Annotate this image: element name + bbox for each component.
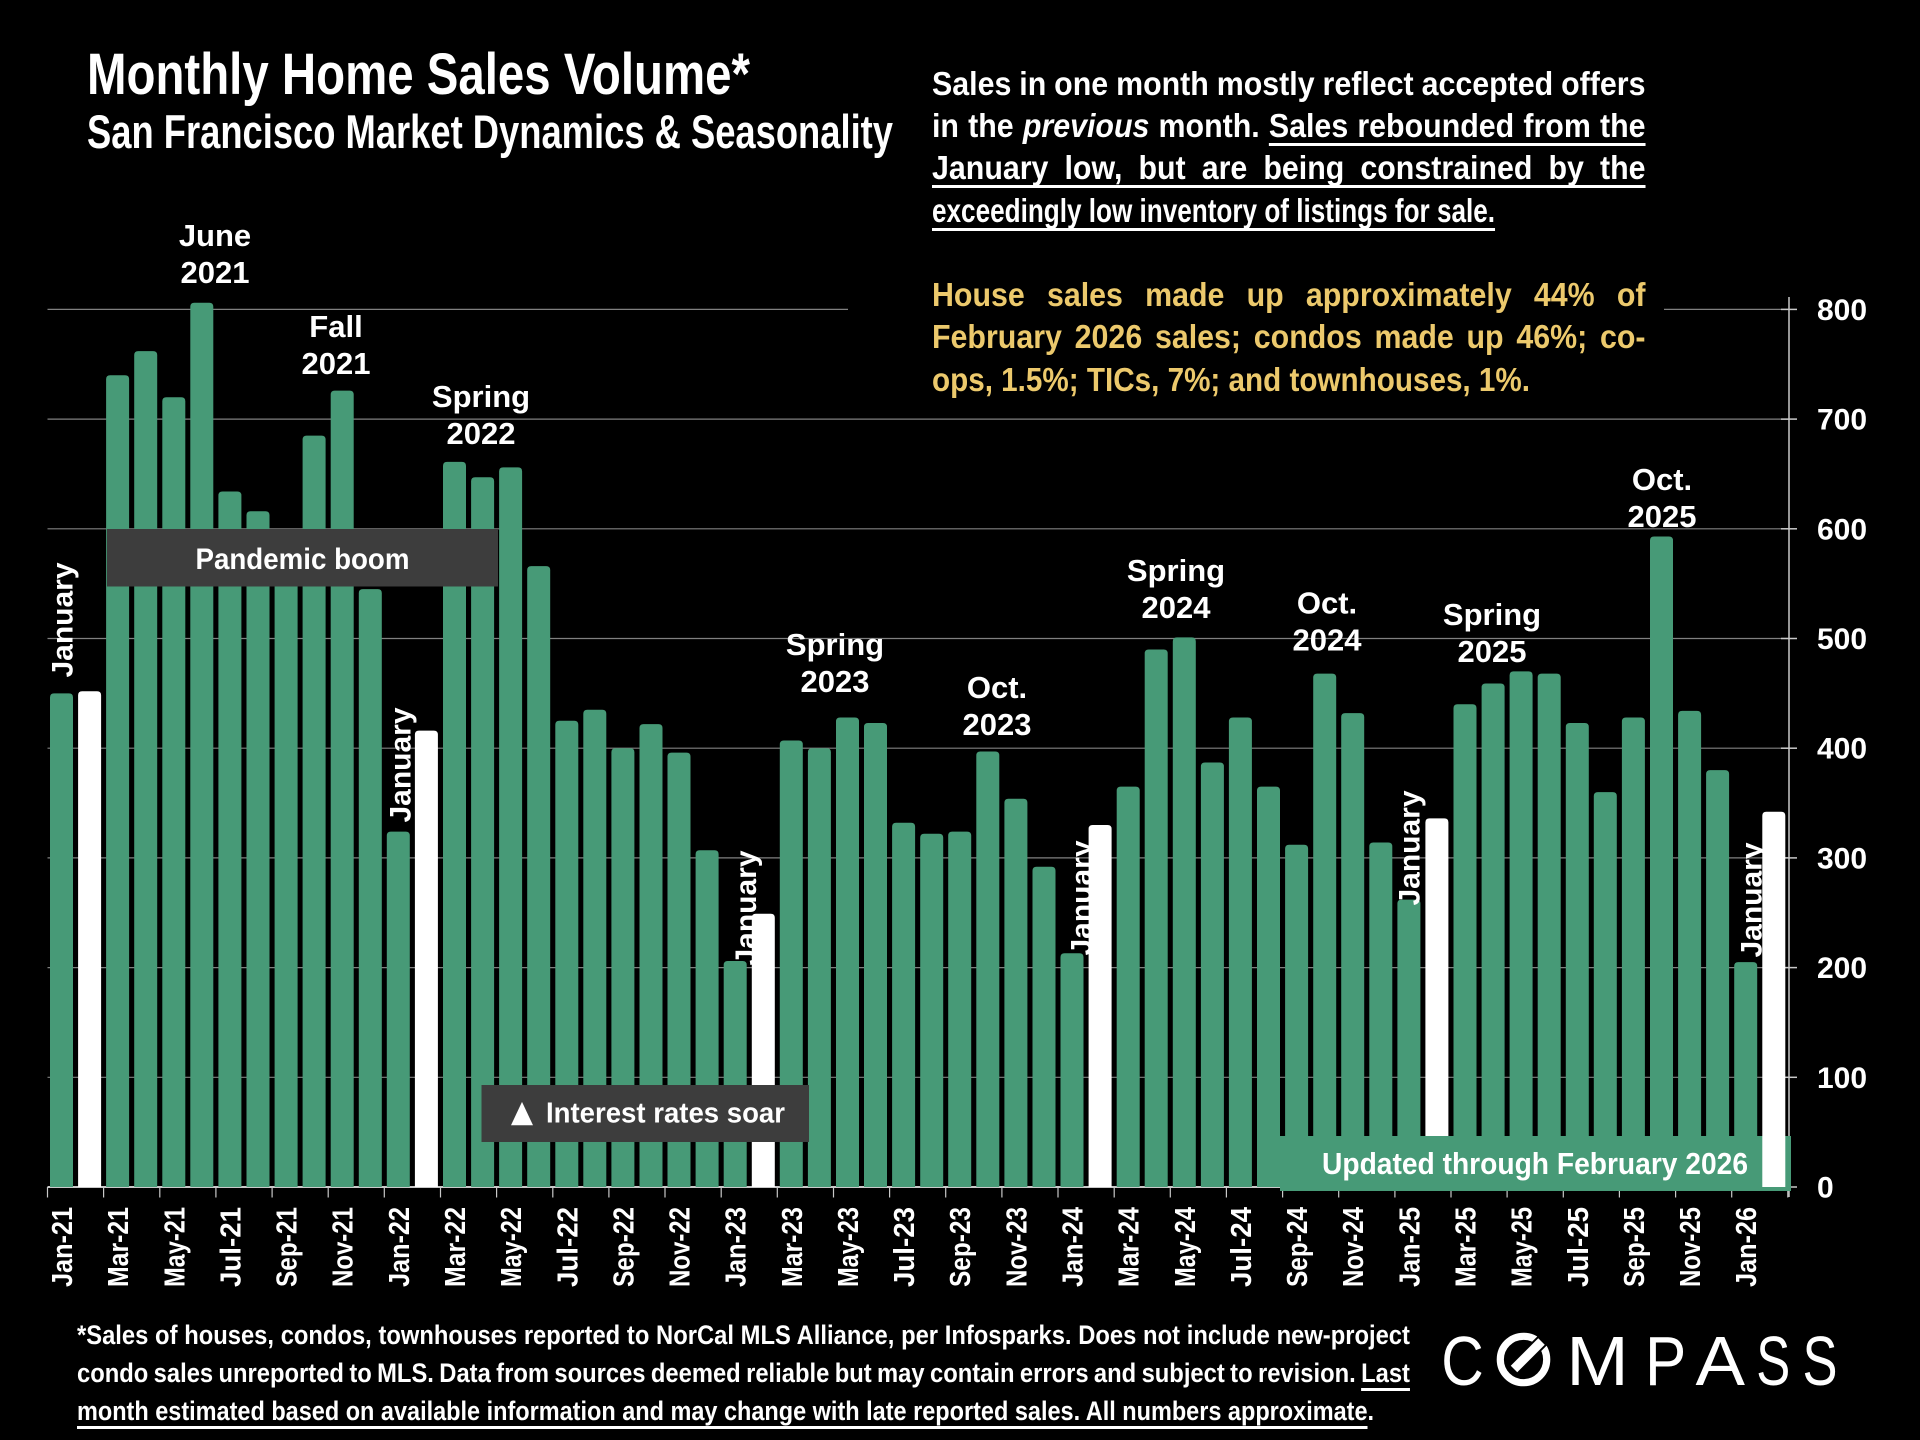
svg-text:Oct.: Oct. bbox=[1297, 586, 1357, 621]
svg-text:January: January bbox=[385, 707, 418, 822]
svg-text:2025: 2025 bbox=[1458, 634, 1527, 669]
svg-text:January: January bbox=[1066, 840, 1099, 955]
svg-text:Spring: Spring bbox=[432, 379, 530, 414]
svg-text:Fall: Fall bbox=[309, 309, 362, 344]
svg-text:P: P bbox=[1645, 1322, 1686, 1400]
svg-text:400: 400 bbox=[1817, 733, 1867, 766]
svg-text:June: June bbox=[179, 218, 251, 253]
svg-text:2022: 2022 bbox=[447, 416, 516, 451]
svg-text:Mar-24: Mar-24 bbox=[1114, 1207, 1146, 1287]
svg-text:Jul-25: Jul-25 bbox=[1563, 1207, 1595, 1287]
svg-text:Sep-24: Sep-24 bbox=[1282, 1207, 1314, 1287]
svg-text:Jan-22: Jan-22 bbox=[384, 1207, 416, 1287]
svg-text:2021: 2021 bbox=[302, 346, 371, 381]
svg-text:S: S bbox=[1756, 1322, 1790, 1400]
svg-text:Jul-21: Jul-21 bbox=[215, 1207, 247, 1287]
svg-text:S: S bbox=[1803, 1322, 1838, 1400]
svg-text:Sep-21: Sep-21 bbox=[272, 1207, 304, 1287]
svg-text:January: January bbox=[1736, 842, 1769, 957]
svg-text:0: 0 bbox=[1817, 1172, 1834, 1205]
svg-text:2023: 2023 bbox=[801, 664, 870, 699]
svg-text:Nov-24: Nov-24 bbox=[1338, 1207, 1370, 1287]
svg-text:2021: 2021 bbox=[181, 255, 250, 290]
svg-text:Sep-22: Sep-22 bbox=[608, 1207, 640, 1287]
svg-text:Spring: Spring bbox=[786, 627, 884, 662]
svg-text:Nov-23: Nov-23 bbox=[1001, 1207, 1033, 1287]
svg-text:100: 100 bbox=[1817, 1062, 1867, 1095]
svg-text:Mar-22: Mar-22 bbox=[440, 1207, 472, 1287]
svg-text:2024: 2024 bbox=[1293, 623, 1363, 658]
svg-text:600: 600 bbox=[1817, 513, 1867, 546]
svg-text:Nov-25: Nov-25 bbox=[1675, 1207, 1707, 1287]
svg-text:C: C bbox=[1441, 1322, 1484, 1400]
svg-text:Spring: Spring bbox=[1443, 597, 1541, 632]
svg-text:Sep-23: Sep-23 bbox=[945, 1207, 977, 1287]
svg-text:200: 200 bbox=[1817, 952, 1867, 985]
svg-text:Interest rates soar: Interest rates soar bbox=[546, 1098, 785, 1130]
svg-text:Jan-23: Jan-23 bbox=[721, 1207, 753, 1287]
svg-text:Jan-24: Jan-24 bbox=[1058, 1207, 1090, 1287]
svg-text:Oct.: Oct. bbox=[1632, 462, 1692, 497]
svg-text:Jan-26: Jan-26 bbox=[1731, 1207, 1763, 1287]
svg-text:Mar-25: Mar-25 bbox=[1451, 1207, 1483, 1287]
svg-text:Oct.: Oct. bbox=[967, 670, 1027, 705]
svg-text:Spring: Spring bbox=[1127, 553, 1225, 588]
svg-text:January: January bbox=[1394, 790, 1427, 905]
svg-text:January: January bbox=[47, 562, 80, 677]
svg-text:Jan-25: Jan-25 bbox=[1394, 1207, 1426, 1287]
svg-text:Mar-23: Mar-23 bbox=[777, 1207, 809, 1287]
svg-text:Jan-21: Jan-21 bbox=[47, 1207, 79, 1287]
svg-text:2025: 2025 bbox=[1628, 499, 1697, 534]
svg-text:Jul-22: Jul-22 bbox=[552, 1207, 584, 1287]
svg-text:May-25: May-25 bbox=[1507, 1207, 1539, 1287]
svg-text:May-22: May-22 bbox=[496, 1207, 528, 1287]
svg-text:300: 300 bbox=[1817, 842, 1867, 875]
svg-text:M: M bbox=[1566, 1322, 1629, 1400]
svg-text:May-21: May-21 bbox=[159, 1207, 191, 1287]
svg-text:700: 700 bbox=[1817, 404, 1867, 437]
svg-text:May-24: May-24 bbox=[1170, 1207, 1202, 1287]
svg-text:2023: 2023 bbox=[963, 707, 1032, 742]
svg-text:Nov-21: Nov-21 bbox=[328, 1207, 360, 1287]
svg-text:2024: 2024 bbox=[1142, 590, 1212, 625]
svg-text:May-23: May-23 bbox=[833, 1207, 865, 1287]
svg-text:A: A bbox=[1696, 1322, 1746, 1400]
svg-text:Pandemic boom: Pandemic boom bbox=[196, 543, 410, 576]
svg-text:Jul-23: Jul-23 bbox=[889, 1207, 921, 1287]
svg-text:Jul-24: Jul-24 bbox=[1226, 1207, 1258, 1287]
svg-text:Sep-25: Sep-25 bbox=[1619, 1207, 1651, 1287]
svg-text:January: January bbox=[730, 850, 763, 965]
svg-text:Mar-21: Mar-21 bbox=[103, 1207, 135, 1287]
svg-text:800: 800 bbox=[1817, 294, 1867, 327]
svg-text:Updated through February 2026: Updated through February 2026 bbox=[1322, 1146, 1748, 1181]
svg-text:Nov-22: Nov-22 bbox=[665, 1207, 697, 1287]
svg-text:500: 500 bbox=[1817, 623, 1867, 656]
